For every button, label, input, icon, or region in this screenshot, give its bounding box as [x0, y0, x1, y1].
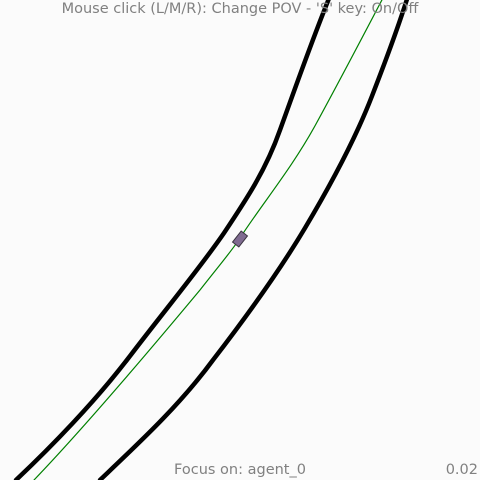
- road-edge-right: [97, 0, 410, 480]
- agent-vehicle[interactable]: [231, 230, 249, 248]
- road-edge-left: [13, 0, 331, 480]
- agent-vehicle-body: [231, 230, 249, 248]
